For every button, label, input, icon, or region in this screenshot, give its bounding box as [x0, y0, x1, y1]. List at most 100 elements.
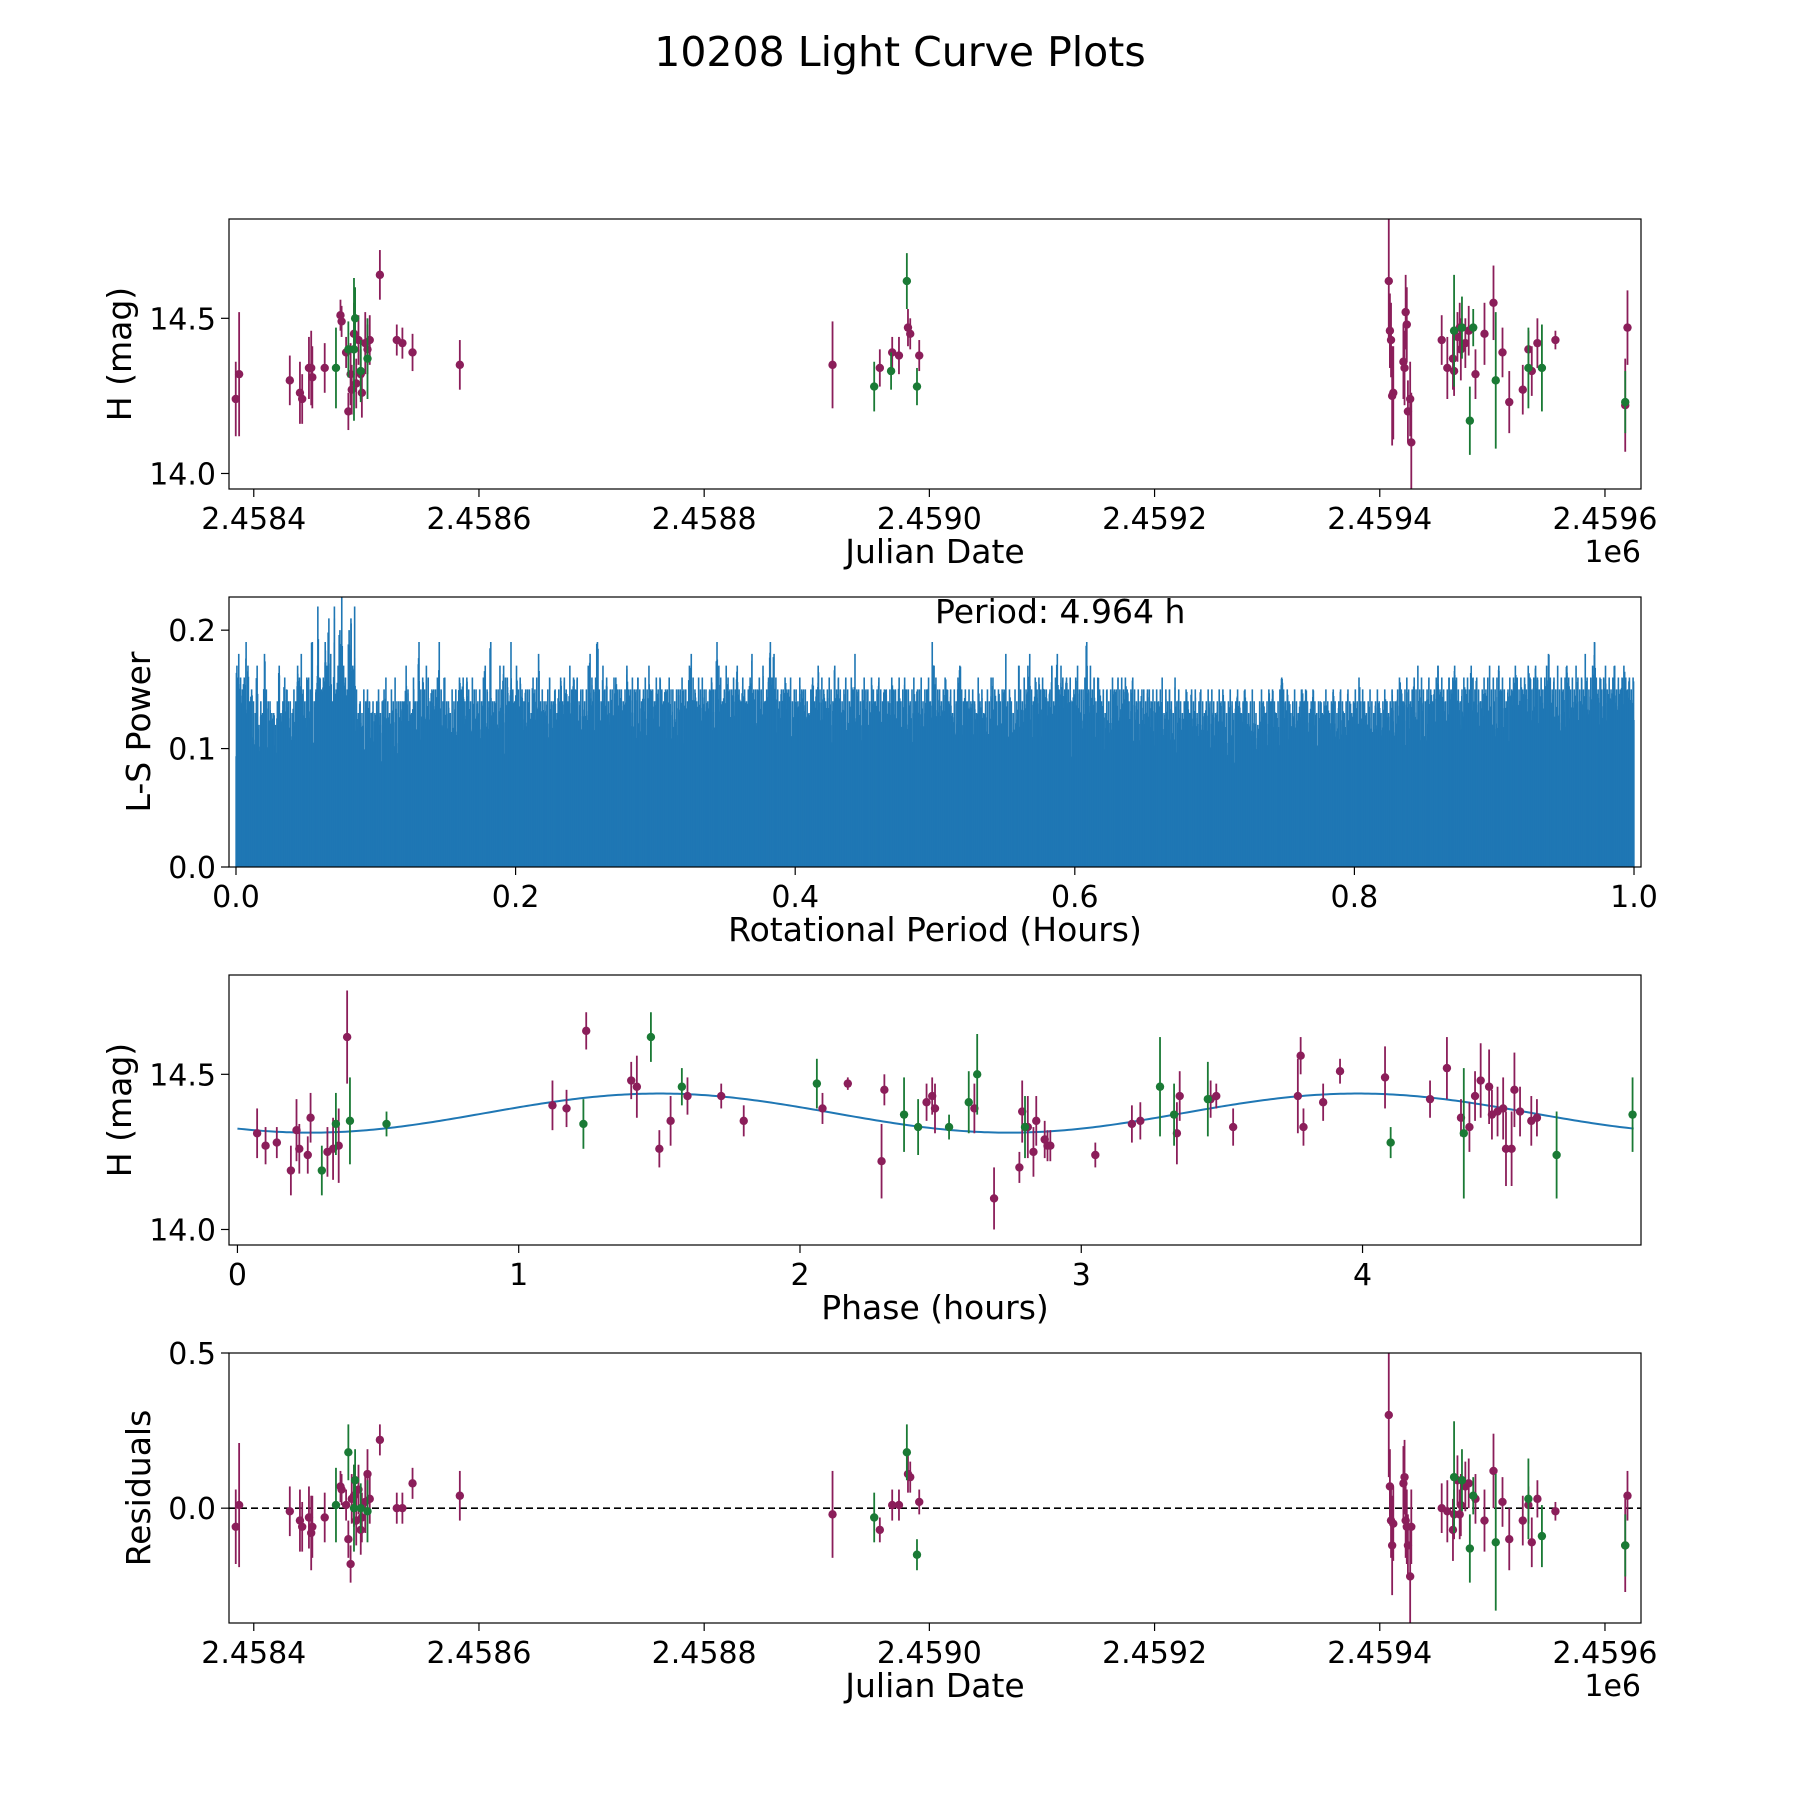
phased-ytick-label: 14.0 — [149, 1213, 216, 1248]
phased-data-point — [627, 1076, 636, 1085]
phased-data-point — [317, 1166, 327, 1175]
phased-data-point — [989, 1194, 999, 1203]
lightcurve-ytick-label: 14.0 — [149, 457, 216, 492]
residuals-data-point — [320, 1513, 329, 1522]
residuals-xtick-label: 2.4584 — [201, 1636, 306, 1671]
phased-data-point — [342, 1032, 352, 1042]
lightcurve-data-point — [331, 363, 341, 373]
residuals-data-point — [408, 1479, 417, 1488]
phased-data-point — [1155, 1082, 1165, 1091]
periodogram-xtick-label: 0.4 — [771, 880, 819, 915]
lightcurve-data-point — [1623, 323, 1632, 332]
residuals-data-point — [1457, 1476, 1467, 1485]
residuals-ylabel: Residuals — [119, 1410, 158, 1567]
residuals-data-point — [341, 1500, 351, 1510]
figure-title: 10208 Light Curve Plots — [654, 28, 1145, 76]
phased-data-point — [677, 1082, 687, 1091]
residuals-data-point — [1489, 1466, 1498, 1476]
residuals-data-point — [231, 1522, 240, 1531]
residuals-offset-text: 1e6 — [1584, 1669, 1641, 1704]
lightcurve-xtick-label: 2.4590 — [877, 502, 982, 537]
phased-data-point — [382, 1119, 391, 1129]
lightcurve-data-point — [875, 363, 885, 373]
phased-data-point — [1020, 1122, 1030, 1132]
lightcurve-data-point — [1461, 338, 1470, 348]
periodogram-panel: 0.0 0.2 0.4 0.6 0.8 1.0 0.0 0.1 0.2 Period: 4.96… — [119, 592, 1658, 949]
lightcurve-data-point — [1489, 298, 1498, 307]
residuals-data-point — [1455, 1510, 1464, 1519]
phased-xtick-label: 2 — [790, 1258, 809, 1293]
periodogram-period-annotation: Period: 4.964 h — [935, 592, 1185, 631]
lightcurve-data-point — [297, 394, 307, 404]
lightcurve-data-point — [455, 360, 465, 370]
phased-data-point — [1510, 1085, 1519, 1095]
residuals-marks — [229, 1353, 1641, 1623]
lightcurve-ytick-label: 14.5 — [149, 302, 216, 337]
phased-data-point — [306, 1113, 315, 1122]
periodogram-xtick-label: 0.6 — [1051, 880, 1099, 915]
residuals-data-point — [1464, 1479, 1473, 1488]
phased-data-point — [1296, 1051, 1305, 1060]
residuals-data-point — [306, 1528, 316, 1538]
lightcurve-data-point — [1469, 323, 1478, 332]
residuals-data-point — [398, 1503, 407, 1513]
phased-data-point — [1515, 1107, 1525, 1116]
lightcurve-data-point — [912, 382, 922, 391]
lightcurve-data-point — [363, 354, 372, 363]
phased-data-point — [1532, 1113, 1542, 1122]
lightcurve-data-point — [1456, 345, 1466, 354]
phased-data-point — [548, 1101, 557, 1110]
phased-data-point — [1299, 1122, 1308, 1132]
phased-data-point — [562, 1104, 571, 1113]
phased-data-point — [1380, 1073, 1390, 1082]
phased-ticks: 0 1 2 3 4 14.0 14.5 — [149, 1058, 1372, 1293]
lightcurve-plot-area — [231, 219, 1632, 489]
phased-xtick-label: 1 — [509, 1258, 528, 1293]
phased-data-point — [1203, 1094, 1213, 1104]
residuals-data-point — [1498, 1497, 1507, 1507]
lightcurve-data-point — [1384, 276, 1393, 286]
phased-data-point — [1228, 1122, 1238, 1132]
residuals-data-point — [234, 1500, 244, 1510]
phased-data-point — [1032, 1116, 1041, 1126]
lightcurve-xlabel: Julian Date — [843, 532, 1025, 571]
residuals-data-point — [285, 1507, 295, 1516]
phased-data-point — [818, 1104, 827, 1113]
lightcurve-data-point — [894, 351, 904, 360]
periodogram-xtick-label: 0.2 — [492, 880, 540, 915]
lightcurve-data-point — [888, 348, 897, 357]
residuals-data-point — [912, 1550, 922, 1559]
lightcurve-data-point — [1533, 338, 1542, 348]
residuals-frame — [228, 1352, 1642, 1624]
residuals-data-point — [1448, 1525, 1458, 1535]
residuals-data-point — [828, 1510, 837, 1519]
residuals-data-point — [1449, 1472, 1459, 1482]
phased-data-point — [1136, 1116, 1145, 1126]
lightcurve-data-point — [1465, 416, 1475, 425]
residuals-data-point — [1518, 1516, 1527, 1525]
phased-data-point — [1459, 1129, 1468, 1138]
residuals-data-point — [375, 1435, 385, 1445]
residuals-data-point — [356, 1503, 365, 1513]
lightcurve-data-point — [285, 376, 295, 385]
residuals-data-point — [1400, 1472, 1409, 1482]
lightcurve-data-point — [1443, 363, 1452, 373]
residuals-data-point — [1527, 1538, 1536, 1547]
lightcurve-data-point — [308, 373, 317, 382]
lightcurve-data-point — [357, 388, 367, 397]
phased-data-point — [964, 1098, 973, 1107]
residuals-data-point — [894, 1500, 904, 1510]
lightcurve-offset-text: 1e6 — [1584, 535, 1641, 570]
phased-panel: 0 1 2 3 4 14.0 14.5 Phase (hours) H (mag) — [100, 974, 1642, 1327]
phased-data-point — [252, 1129, 262, 1138]
phased-data-point — [1091, 1150, 1100, 1160]
residuals-xtick-label: 2.4590 — [877, 1636, 982, 1671]
lightcurve-data-point — [336, 311, 345, 320]
residuals-data-point — [915, 1497, 924, 1507]
lightcurve-xtick-label: 2.4586 — [426, 502, 531, 537]
residuals-data-point — [337, 1485, 346, 1494]
lightcurve-data-point — [349, 345, 359, 354]
phased-series-green — [317, 1012, 1637, 1199]
lightcurve-marks — [231, 219, 1632, 489]
phased-data-point — [646, 1032, 656, 1042]
